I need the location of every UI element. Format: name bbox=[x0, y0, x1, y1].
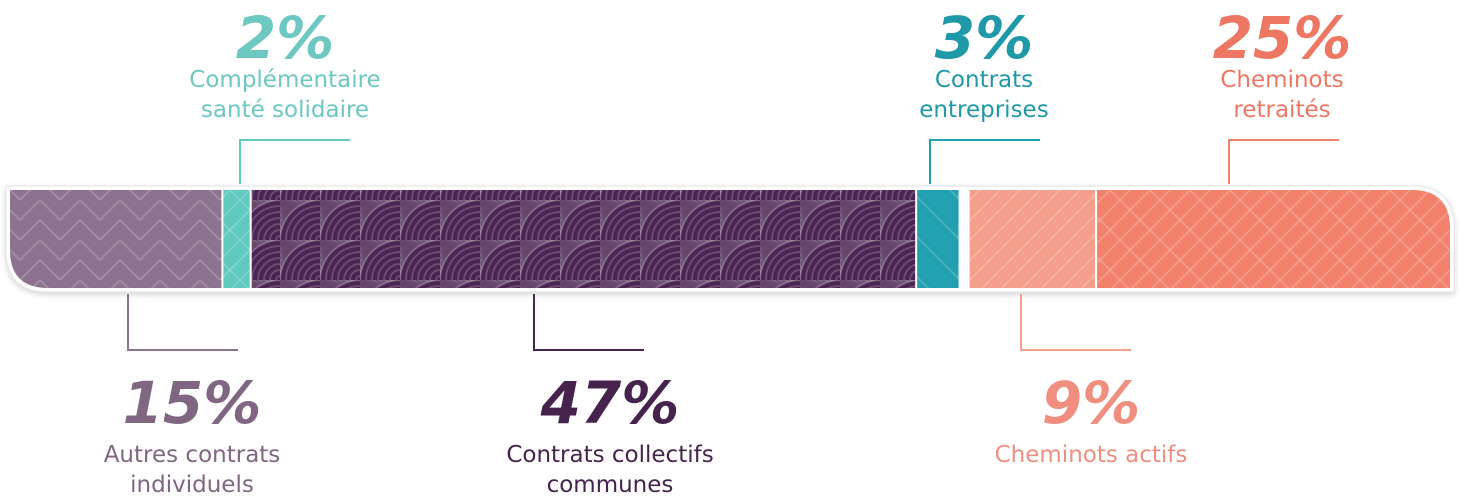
percent-label-complementaire-sante-solidaire: 2% bbox=[236, 4, 334, 72]
percent-label-autres-contrats-individuels: 15% bbox=[123, 369, 262, 437]
category-label-autres-contrats-individuels-line-2: individuels bbox=[130, 472, 254, 498]
percent-label-cheminots-actifs: 9% bbox=[1042, 369, 1140, 437]
leader-line-complementaire-sante-solidaire bbox=[240, 140, 350, 184]
bar-segment-complementaire-sante-solidaire bbox=[222, 190, 250, 288]
leader-line-contrats-entreprises bbox=[930, 140, 1040, 184]
bar-segment-cheminots-actifs bbox=[969, 190, 1096, 288]
bar-segment-contrats-entreprises bbox=[916, 190, 958, 288]
category-label-contrats-collectifs-communes-line-2: communes bbox=[547, 472, 674, 498]
percent-label-contrats-collectifs-communes: 47% bbox=[540, 369, 680, 437]
leader-line-autres-contrats-individuels bbox=[128, 294, 238, 350]
leader-line-cheminots-actifs bbox=[1021, 294, 1131, 350]
bar-segment-contrats-collectifs-communes bbox=[251, 190, 916, 288]
category-label-cheminots-retraites-line-1: Cheminots bbox=[1220, 67, 1343, 93]
category-label-contrats-collectifs-communes-line-1: Contrats collectifs bbox=[506, 442, 713, 468]
category-label-complementaire-sante-solidaire-line-2: santé solidaire bbox=[201, 97, 369, 123]
percent-label-cheminots-retraites: 25% bbox=[1213, 4, 1352, 72]
percent-label-contrats-entreprises: 3% bbox=[935, 4, 1033, 72]
category-label-cheminots-actifs-line-1: Cheminots actifs bbox=[995, 442, 1188, 468]
category-label-contrats-entreprises-line-2: entreprises bbox=[919, 97, 1048, 123]
leader-line-cheminots-retraites bbox=[1229, 140, 1339, 184]
bar-segments bbox=[10, 190, 1450, 288]
leader-line-contrats-collectifs-communes bbox=[534, 294, 644, 350]
category-label-cheminots-retraites-line-2: retraités bbox=[1233, 97, 1330, 123]
category-label-complementaire-sante-solidaire-line-1: Complémentaire bbox=[189, 67, 380, 93]
bar-segment-autres-contrats-individuels bbox=[10, 190, 222, 288]
bar-segment-cheminots-retraites bbox=[1096, 190, 1450, 288]
category-label-autres-contrats-individuels-line-1: Autres contrats bbox=[104, 442, 281, 468]
category-label-contrats-entreprises-line-1: Contrats bbox=[935, 67, 1033, 93]
